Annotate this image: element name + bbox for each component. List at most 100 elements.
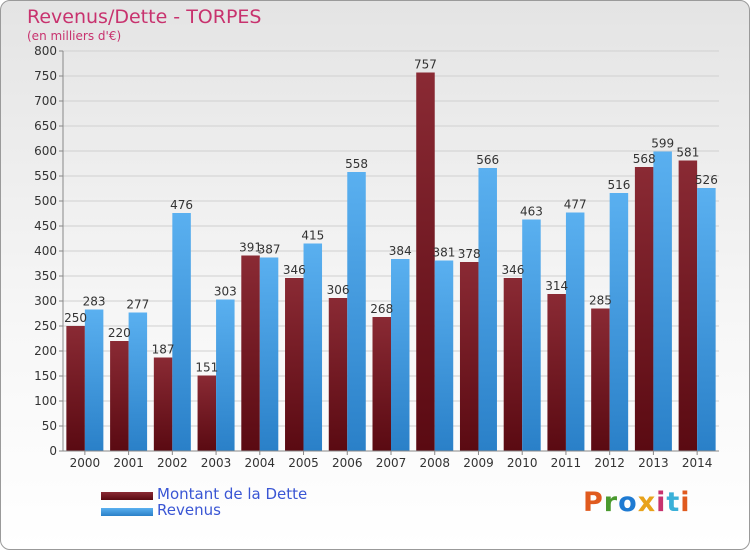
x-tick-label: 2008: [419, 456, 450, 470]
x-tick-label: 2011: [551, 456, 582, 470]
data-label: 268: [370, 302, 393, 316]
bar-dette: [459, 262, 479, 451]
x-tick-label: 2007: [376, 456, 407, 470]
chart-title: Revenus/Dette - TORPES: [27, 6, 262, 28]
y-tick-label: 100: [34, 394, 57, 408]
data-label: 346: [283, 263, 306, 277]
data-label: 384: [389, 244, 412, 258]
data-label: 581: [676, 146, 699, 160]
data-label: 378: [458, 247, 481, 261]
bar-dette: [591, 308, 610, 451]
bar-revenus: [478, 168, 497, 451]
bar-dette: [110, 341, 129, 451]
x-tick-label: 2003: [201, 456, 232, 470]
bar-dette: [547, 294, 566, 451]
y-tick-label: 600: [34, 144, 57, 158]
legend-label-debt: Montant de la Dette: [157, 485, 308, 503]
bar-revenus: [565, 212, 585, 451]
data-label: 220: [108, 326, 131, 340]
data-label: 303: [214, 285, 237, 299]
data-label: 250: [64, 311, 87, 325]
y-tick-label: 400: [34, 244, 57, 258]
data-label: 283: [83, 295, 106, 309]
bar-revenus: [653, 151, 672, 451]
bar-revenus: [391, 259, 410, 451]
data-label: 381: [433, 246, 456, 260]
data-label: 306: [327, 283, 350, 297]
proxiti-logo: Proxiti: [583, 487, 691, 518]
chart-subtitle: (en milliers d'€): [27, 29, 122, 43]
bar-dette: [197, 375, 217, 451]
x-tick-label: 2014: [682, 456, 713, 470]
bar-revenus: [303, 243, 323, 451]
y-tick-label: 750: [34, 69, 57, 83]
data-label: 415: [301, 229, 324, 243]
data-label: 558: [345, 157, 368, 171]
y-tick-label: 450: [34, 219, 57, 233]
data-label: 568: [633, 152, 656, 166]
data-label: 187: [152, 343, 175, 357]
y-tick-label: 250: [34, 319, 57, 333]
data-label: 599: [651, 137, 674, 151]
bar-dette: [328, 298, 348, 451]
data-label: 463: [520, 205, 543, 219]
x-tick-label: 2005: [288, 456, 319, 470]
bar-revenus: [216, 299, 235, 451]
x-tick-label: 2010: [507, 456, 538, 470]
bar-revenus: [347, 172, 366, 451]
legend-swatch-debt: [101, 492, 153, 500]
bar-dette: [66, 326, 85, 451]
data-label: 516: [607, 178, 630, 192]
bar-revenus: [609, 193, 629, 451]
bar-revenus: [172, 213, 191, 451]
bar-dette: [678, 160, 698, 451]
data-label: 476: [170, 198, 193, 212]
data-label: 277: [126, 298, 149, 312]
bar-dette: [285, 278, 304, 451]
y-tick-label: 550: [34, 169, 57, 183]
bar-dette: [503, 278, 523, 451]
data-label: 757: [414, 58, 437, 72]
x-tick-label: 2006: [332, 456, 363, 470]
bar-dette: [241, 255, 260, 451]
bar-revenus: [697, 188, 716, 451]
y-tick-label: 50: [42, 419, 57, 433]
data-label: 346: [501, 263, 524, 277]
x-tick-label: 2009: [463, 456, 494, 470]
x-tick-label: 2002: [157, 456, 188, 470]
data-label: 285: [589, 294, 612, 308]
bar-revenus: [128, 312, 148, 451]
y-tick-label: 350: [34, 269, 57, 283]
bar-dette: [372, 317, 391, 451]
bar-dette: [153, 357, 173, 451]
bar-chart: 2502832202771874761513033913873464153065…: [34, 44, 719, 470]
data-label: 387: [258, 243, 281, 257]
x-tick-label: 2013: [638, 456, 669, 470]
y-tick-label: 650: [34, 119, 57, 133]
x-tick-label: 2012: [594, 456, 625, 470]
bar-dette: [634, 167, 654, 451]
legend-swatch-revenus: [101, 508, 153, 516]
data-label: 151: [195, 361, 218, 375]
x-tick-label: 2004: [245, 456, 276, 470]
bar-revenus: [522, 219, 541, 451]
y-tick-label: 800: [34, 44, 57, 58]
y-tick-label: 300: [34, 294, 57, 308]
y-tick-label: 500: [34, 194, 57, 208]
y-tick-label: 700: [34, 94, 57, 108]
bar-revenus: [84, 309, 104, 451]
x-tick-label: 2000: [70, 456, 101, 470]
data-label: 526: [695, 173, 718, 187]
data-label: 391: [239, 241, 262, 255]
legend-label-revenus: Revenus: [157, 501, 221, 519]
bar-revenus: [434, 260, 454, 451]
data-label: 566: [476, 153, 499, 167]
data-label: 477: [564, 198, 587, 212]
y-tick-label: 200: [34, 344, 57, 358]
bar-revenus: [259, 257, 279, 451]
x-tick-label: 2001: [113, 456, 144, 470]
y-tick-label: 150: [34, 369, 57, 383]
data-label: 314: [545, 279, 568, 293]
bar-dette: [416, 72, 435, 451]
